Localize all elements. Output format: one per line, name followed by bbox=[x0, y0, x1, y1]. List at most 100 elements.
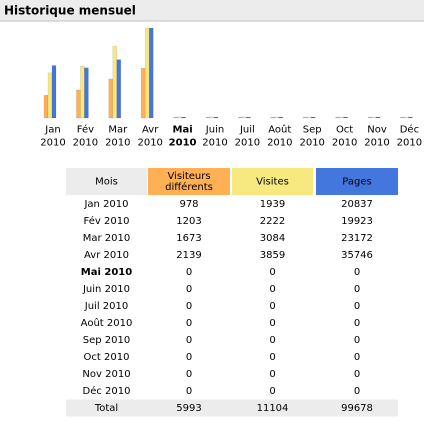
total-value: 99678 bbox=[341, 403, 373, 414]
cell-value: 0 bbox=[269, 267, 275, 278]
title-bar bbox=[0, 0, 424, 21]
bar bbox=[80, 65, 85, 119]
bar bbox=[242, 116, 247, 119]
cell-value: 0 bbox=[269, 352, 275, 363]
bar bbox=[238, 116, 243, 119]
row-label: Mar 2010 bbox=[83, 233, 131, 244]
x-tick-label: Juin 2010 bbox=[202, 125, 227, 149]
legend-swatch bbox=[316, 168, 398, 195]
bar bbox=[310, 116, 316, 119]
x-tick-label: Sep 2010 bbox=[299, 125, 324, 149]
bar bbox=[278, 116, 284, 119]
row-label: Fév 2010 bbox=[84, 215, 130, 227]
cell-value: 978 bbox=[179, 199, 198, 210]
cell-value: 0 bbox=[186, 318, 192, 329]
cell-value: 0 bbox=[269, 369, 275, 380]
x-tick-label: Fév 2010 bbox=[73, 124, 98, 149]
bar bbox=[213, 116, 219, 119]
bar bbox=[181, 116, 186, 119]
row-label: Oct 2010 bbox=[84, 352, 130, 363]
cell-value: 0 bbox=[269, 301, 275, 312]
header-cell bbox=[66, 168, 147, 195]
cell-value: 0 bbox=[186, 301, 192, 312]
bar bbox=[108, 78, 114, 119]
legend-label: Pages bbox=[342, 177, 371, 188]
cell-value: 3084 bbox=[260, 233, 285, 244]
cell-value: 0 bbox=[186, 267, 192, 278]
total-value: 11104 bbox=[257, 403, 289, 414]
row-label: Août 2010 bbox=[81, 317, 133, 329]
total-label: Total bbox=[94, 403, 118, 414]
bar bbox=[339, 116, 344, 119]
legend-label: Visites bbox=[256, 177, 289, 188]
row-label: Nov 2010 bbox=[82, 369, 130, 380]
row-label: Jan 2010 bbox=[83, 199, 128, 210]
bar bbox=[205, 116, 211, 119]
cell-value: 2222 bbox=[260, 216, 285, 227]
x-tick-label: Août 2010 bbox=[267, 124, 292, 149]
bar bbox=[177, 116, 182, 119]
bar bbox=[343, 116, 348, 119]
cell-value: 35746 bbox=[341, 250, 373, 261]
row-label: Avr 2010 bbox=[84, 250, 129, 261]
cell-value: 0 bbox=[186, 352, 192, 363]
cell-value: 0 bbox=[354, 386, 360, 397]
cell-value: 1203 bbox=[176, 216, 201, 227]
bar bbox=[367, 116, 373, 119]
bar bbox=[209, 116, 215, 119]
x-tick-label: Avr 2010 bbox=[137, 125, 162, 149]
x-tick-label: Mar 2010 bbox=[105, 125, 130, 149]
cell-value: 0 bbox=[354, 284, 360, 295]
row-label: Juin 2010 bbox=[82, 284, 130, 295]
cell-value: 2139 bbox=[176, 250, 201, 261]
cell-value: 0 bbox=[186, 335, 192, 346]
cell-value: 0 bbox=[354, 335, 360, 346]
total-value: 5993 bbox=[176, 403, 201, 414]
bar bbox=[112, 45, 118, 119]
row-label: Mai 2010 bbox=[81, 267, 132, 278]
bar bbox=[408, 116, 413, 119]
x-tick-label: Déc 2010 bbox=[397, 124, 422, 149]
bar bbox=[140, 67, 146, 119]
bar bbox=[302, 116, 308, 119]
row-label: Sep 2010 bbox=[83, 335, 130, 346]
cell-value: 1673 bbox=[176, 233, 201, 244]
legend-label: Visiteurs différents bbox=[165, 171, 213, 193]
bar bbox=[335, 116, 340, 119]
bar bbox=[371, 116, 377, 119]
cell-value: 0 bbox=[186, 284, 192, 295]
x-tick-label: Oct 2010 bbox=[332, 125, 357, 149]
bar bbox=[400, 116, 405, 119]
cell-value: 1939 bbox=[260, 199, 285, 210]
bar bbox=[116, 59, 122, 119]
x-tick-label: Juil 2010 bbox=[235, 125, 260, 149]
x-tick-label: Mai 2010 bbox=[169, 125, 197, 149]
legend-swatch bbox=[232, 168, 313, 195]
row-label: Juil 2010 bbox=[84, 301, 128, 312]
bar bbox=[76, 89, 81, 119]
total-row bbox=[66, 399, 398, 417]
bar bbox=[148, 27, 154, 119]
bar bbox=[246, 116, 251, 119]
bar bbox=[173, 116, 178, 119]
bar bbox=[274, 116, 280, 119]
bar bbox=[375, 116, 381, 119]
cell-value: 0 bbox=[269, 386, 275, 397]
legend-swatch bbox=[148, 168, 230, 195]
bar bbox=[84, 67, 89, 119]
cell-value: 23172 bbox=[341, 233, 373, 244]
row-label: Déc 2010 bbox=[83, 385, 131, 397]
cell-value: 0 bbox=[186, 386, 192, 397]
bar bbox=[43, 94, 49, 119]
bar bbox=[270, 116, 276, 119]
cell-value: 19923 bbox=[341, 216, 373, 227]
bar bbox=[404, 116, 409, 119]
cell-value: 20837 bbox=[341, 199, 373, 210]
cell-value: 0 bbox=[354, 369, 360, 380]
cell-value: 0 bbox=[354, 301, 360, 312]
cell-value: 3859 bbox=[260, 250, 285, 261]
cell-value: 0 bbox=[186, 369, 192, 380]
header-label: Mois bbox=[95, 177, 118, 188]
bar bbox=[306, 116, 312, 119]
